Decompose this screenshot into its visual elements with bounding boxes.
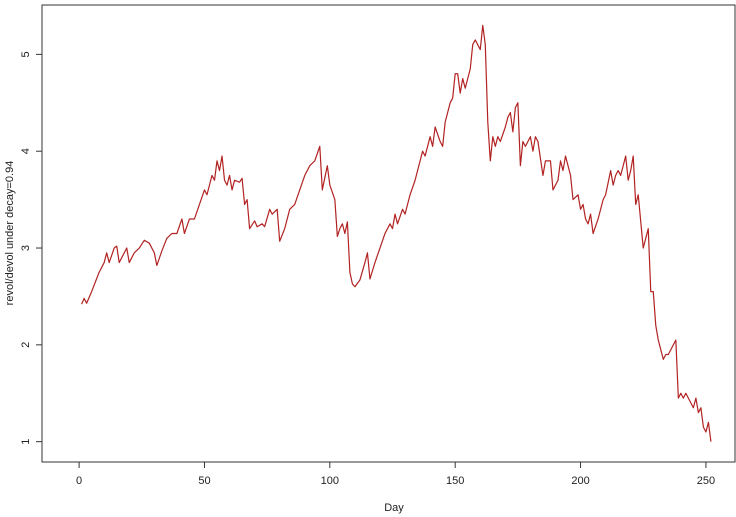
x-tick-label: 0 xyxy=(76,475,82,487)
x-tick-label: 200 xyxy=(571,475,589,487)
y-tick-label: 5 xyxy=(20,51,32,57)
y-tick-label: 4 xyxy=(20,148,32,154)
x-tick-label: 50 xyxy=(198,475,210,487)
data-line xyxy=(81,24,712,442)
x-tick-label: 100 xyxy=(321,475,339,487)
x-tick-label: 150 xyxy=(446,475,464,487)
x-tick-label: 250 xyxy=(697,475,715,487)
y-tick-label: 1 xyxy=(20,439,32,445)
plot-frame xyxy=(41,4,736,463)
y-tick-label: 3 xyxy=(20,245,32,251)
y-axis-label: revol/devol under decay=0.94 xyxy=(4,161,16,306)
x-axis-label: Day xyxy=(384,502,404,514)
y-tick-label: 2 xyxy=(20,342,32,348)
